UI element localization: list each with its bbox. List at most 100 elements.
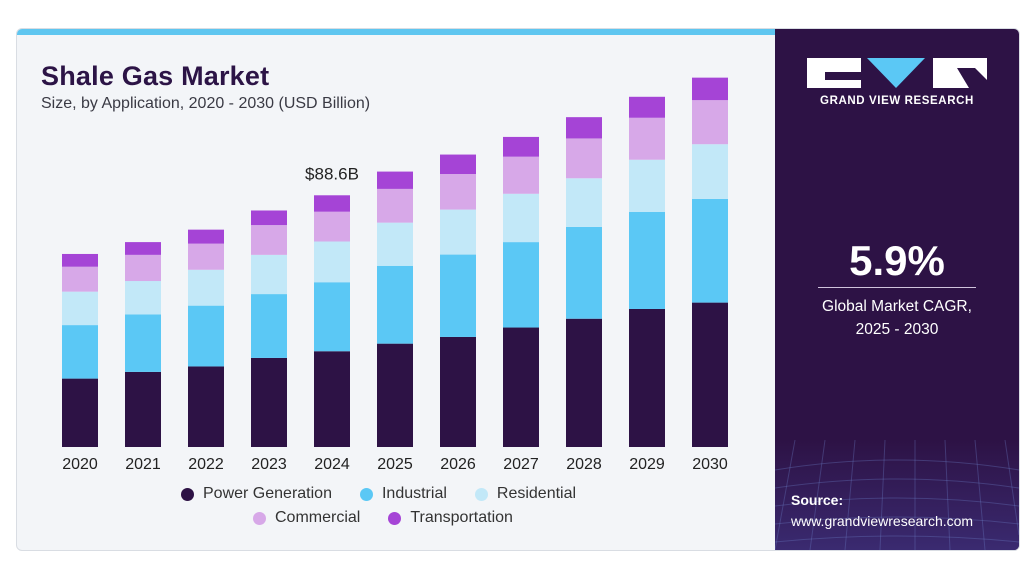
x-tick-label: 2026: [440, 456, 476, 473]
grand-view-research-logo: [807, 58, 987, 88]
brand-name: GRAND VIEW RESEARCH: [820, 95, 974, 107]
bar-2028-residential: [566, 178, 602, 227]
bar-2028-industrial: [566, 226, 602, 319]
bar-2020-commercial: [62, 266, 98, 292]
bar-2023-residential: [251, 254, 287, 295]
legend-label: Commercial: [275, 509, 361, 526]
cagr-label-line2: 2025 - 2030: [855, 321, 939, 338]
legend-item-commercial: Commercial: [253, 509, 360, 527]
x-tick-label: 2023: [251, 456, 287, 473]
bar-2022-power-generation: [188, 366, 224, 447]
bar-2029-power-generation: [629, 308, 665, 447]
bar-2024-residential: [314, 241, 350, 283]
x-tick-label: 2030: [692, 456, 728, 473]
x-tick-label: 2029: [629, 456, 665, 473]
bar-2030-power-generation: [692, 302, 728, 447]
bar-2030-commercial: [692, 100, 728, 145]
legend-swatch: [359, 487, 373, 501]
source-label: Source:: [791, 492, 844, 508]
bar-2024-commercial: [314, 211, 350, 242]
cagr-divider: [818, 287, 976, 288]
bar-2025-commercial: [377, 188, 413, 223]
data-label-2024: $88.6B: [305, 164, 359, 183]
legend-swatch: [474, 487, 488, 501]
x-tick-label: 2027: [503, 456, 539, 473]
accent-bar: [17, 29, 775, 35]
bar-2027-industrial: [503, 242, 539, 328]
bar-2026-commercial: [440, 174, 476, 210]
bar-2028-transportation: [566, 117, 602, 139]
bar-2030-residential: [692, 144, 728, 199]
bar-2022-industrial: [188, 305, 224, 367]
legend-item-residential: Residential: [474, 485, 577, 503]
bar-2025-industrial: [377, 265, 413, 344]
bar-2020-power-generation: [62, 378, 98, 447]
bar-2023-transportation: [251, 210, 287, 226]
legend-item-transportation: Transportation: [388, 509, 513, 527]
legend-label: Residential: [496, 485, 577, 502]
x-tick-label: 2028: [566, 456, 602, 473]
bar-2028-commercial: [566, 138, 602, 179]
cagr-value: 5.9%: [849, 237, 945, 284]
cagr-label: Global Market CAGR, 2025 - 2030: [775, 295, 1019, 341]
legend-item-power-generation: Power Generation: [181, 485, 332, 503]
chart-subtitle: Size, by Application, 2020 - 2030 (USD B…: [41, 95, 371, 112]
bar-2024-transportation: [314, 195, 350, 212]
bar-2020-transportation: [62, 253, 98, 267]
bar-2030-transportation: [692, 77, 728, 101]
chart-title: Shale Gas Market: [41, 61, 270, 91]
bar-2024-power-generation: [314, 351, 350, 447]
bar-2024-industrial: [314, 282, 350, 352]
bar-2021-power-generation: [125, 371, 161, 447]
bar-2021-residential: [125, 281, 161, 315]
legend-row-1: Power Generation Industrial Residential: [181, 485, 604, 503]
bar-2022-residential: [188, 269, 224, 306]
bar-2026-residential: [440, 209, 476, 255]
legend-item-industrial: Industrial: [359, 485, 447, 503]
bar-2025-transportation: [377, 171, 413, 189]
bar-2030-industrial: [692, 198, 728, 303]
bar-2025-power-generation: [377, 343, 413, 447]
x-tick-label: 2020: [62, 456, 98, 473]
legend-label: Industrial: [381, 485, 447, 502]
bar-2021-commercial: [125, 254, 161, 282]
x-tick-label: 2021: [125, 456, 161, 473]
bar-2023-power-generation: [251, 357, 287, 447]
chart-panel: Shale Gas Market Size, by Application, 2…: [17, 35, 775, 550]
bar-2029-commercial: [629, 117, 665, 160]
x-tick-label: 2024: [314, 456, 350, 473]
bar-2027-power-generation: [503, 327, 539, 447]
bar-2026-power-generation: [440, 336, 476, 447]
legend-swatch: [388, 511, 402, 525]
bar-2026-industrial: [440, 254, 476, 337]
grid-pattern-decoration: [775, 440, 1019, 550]
stacked-bar-chart: 2020 2021 2022 2023 2024 2025 2026 2027 2028 2029…: [62, 77, 728, 473]
bar-2022-transportation: [188, 229, 224, 244]
legend-swatch: [253, 511, 266, 525]
bar-2021-transportation: [125, 242, 161, 255]
bar-2021-industrial: [125, 314, 161, 372]
bar-2029-transportation: [629, 96, 665, 118]
bar-2022-commercial: [188, 243, 224, 270]
bar-2027-commercial: [503, 156, 539, 194]
cagr-label-line1: Global Market CAGR,: [822, 298, 972, 315]
bar-2023-commercial: [251, 225, 287, 255]
legend-swatch: [181, 487, 194, 501]
bar-2023-industrial: [251, 294, 287, 358]
legend-label: Transportation: [410, 509, 513, 526]
bar-2026-transportation: [440, 154, 476, 175]
bar-2028-power-generation: [566, 318, 602, 447]
x-tick-label: 2022: [188, 456, 224, 473]
bar-2020-industrial: [62, 325, 98, 379]
bar-2025-residential: [377, 222, 413, 266]
bar-2020-residential: [62, 291, 98, 326]
source-url[interactable]: www.grandviewresearch.com: [791, 513, 974, 529]
legend-row-2: Commercial Transportation: [253, 509, 541, 527]
bar-2027-residential: [503, 193, 539, 243]
bar-2029-industrial: [629, 212, 665, 309]
info-panel: GRAND VIEW RESEARCH 5.9% Global Market C…: [775, 29, 1019, 550]
x-tick-label: 2025: [377, 456, 413, 473]
legend-label: Power Generation: [203, 485, 332, 502]
bar-2027-transportation: [503, 136, 539, 157]
bar-2029-residential: [629, 159, 665, 213]
